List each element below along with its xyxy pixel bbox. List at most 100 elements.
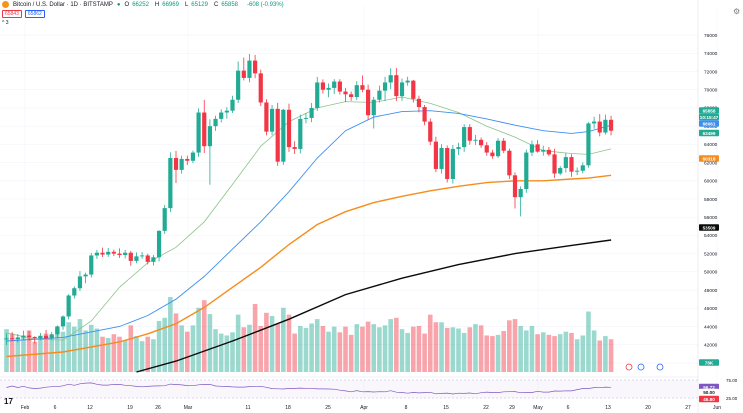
volume-bar: [354, 324, 360, 372]
market-open-icon: ●: [116, 1, 121, 8]
candle: [179, 158, 184, 170]
volume-bar: [608, 339, 614, 372]
volume-bar: [207, 314, 213, 372]
candle: [258, 73, 263, 103]
x-tick-label: Jun: [713, 405, 721, 411]
volume-bar: [495, 334, 501, 372]
y-tick-label: 44000: [704, 324, 718, 330]
x-tick-label: 29: [509, 405, 515, 411]
candle: [326, 87, 331, 90]
candle: [563, 157, 568, 169]
x-tick-label: May: [533, 405, 543, 411]
event-marker-icon: [637, 363, 645, 371]
volume-bar: [38, 337, 43, 372]
x-tick-label: 27: [685, 405, 691, 411]
candle: [439, 148, 444, 169]
y-tick-label: 64000: [704, 142, 718, 148]
candle: [518, 188, 523, 198]
volume-bar: [388, 319, 393, 372]
y-tick-label: 60000: [704, 179, 718, 185]
candle: [286, 109, 292, 148]
candle: [38, 335, 43, 339]
price-label-volume: 78K: [705, 360, 714, 365]
y-tick-label: 54000: [704, 233, 718, 239]
candle: [168, 158, 173, 209]
candle: [456, 147, 461, 149]
price-label-current: 65858: [703, 108, 716, 113]
candle: [315, 82, 320, 108]
indicators-toggle[interactable]: ^ 3: [2, 20, 9, 26]
x-tick-label: 25: [325, 405, 331, 411]
volume-bar: [439, 322, 444, 372]
volume-bar: [478, 325, 484, 372]
buy-button[interactable]: 65862: [24, 10, 45, 18]
volume-bar: [603, 336, 608, 372]
osc-label-low-bg: [699, 395, 719, 403]
y-tick-label: 76000: [704, 33, 718, 39]
candle: [241, 70, 246, 78]
volume-bar: [529, 326, 535, 372]
candle: [399, 82, 405, 97]
candle: [49, 334, 54, 339]
volume-bar: [173, 313, 179, 372]
volume-bar: [512, 319, 518, 372]
volume-bar: [94, 328, 100, 372]
ohlc-item: L 65129: [184, 1, 208, 8]
event-marker-icon: [625, 363, 633, 371]
candle: [173, 158, 179, 170]
volume-bar: [128, 325, 134, 372]
volume-bar: [179, 325, 184, 372]
volume-bar: [49, 335, 54, 372]
symbol-title[interactable]: Bitcoin / U.S. Dollar · 1D · BITSTAMP: [13, 1, 113, 8]
osc-label-high: 56.72: [703, 385, 715, 390]
volume-bar: [563, 331, 569, 372]
x-tick-label: 12: [87, 405, 93, 411]
volume-bar: [292, 333, 297, 372]
candle: [535, 144, 540, 152]
volume-bar: [235, 314, 241, 372]
candle: [4, 338, 9, 340]
candle: [128, 252, 133, 261]
event-marker-icon: [656, 363, 664, 371]
volume-bar: [122, 340, 128, 372]
x-tick-label: 20: [645, 405, 651, 411]
volume-bar: [252, 303, 258, 372]
volume-bar: [360, 326, 365, 372]
volume-bar: [88, 324, 94, 372]
candle: [27, 335, 32, 338]
candle: [202, 112, 207, 147]
osc-label-low: 45.80: [703, 397, 715, 402]
candle: [422, 107, 427, 122]
candle: [575, 170, 580, 172]
price-label-ma200: 53509: [703, 225, 716, 230]
volume-bar: [546, 334, 552, 372]
candle: [77, 276, 83, 289]
volume-bar: [348, 334, 354, 372]
candle: [83, 274, 88, 277]
x-tick-label: 6: [54, 405, 57, 411]
candle: [541, 149, 546, 152]
volume-bar: [518, 326, 523, 372]
candle: [388, 75, 393, 83]
series-line-ma20: [6, 96, 612, 341]
tradingview-logo-icon: 17: [4, 397, 13, 406]
volume-bar: [405, 332, 410, 372]
volume-bar: [185, 331, 190, 372]
y-tick-label: 70000: [704, 88, 718, 94]
candle: [156, 230, 162, 258]
sell-button[interactable]: 65843: [2, 10, 22, 18]
volume-bar: [275, 324, 280, 372]
volume-bar: [535, 334, 540, 372]
x-tick-label: Mar: [184, 405, 193, 411]
candle: [298, 118, 303, 149]
volume-bar: [156, 320, 162, 372]
ohlc-item: -608 (-0.93%): [247, 1, 284, 8]
candle: [94, 252, 99, 256]
volume-bar: [298, 326, 303, 372]
volume-bar: [151, 339, 156, 372]
ohlc-item: H 66969: [154, 1, 179, 8]
y-tick-label: 50000: [704, 270, 718, 276]
candle: [213, 118, 218, 127]
candle: [309, 107, 314, 118]
